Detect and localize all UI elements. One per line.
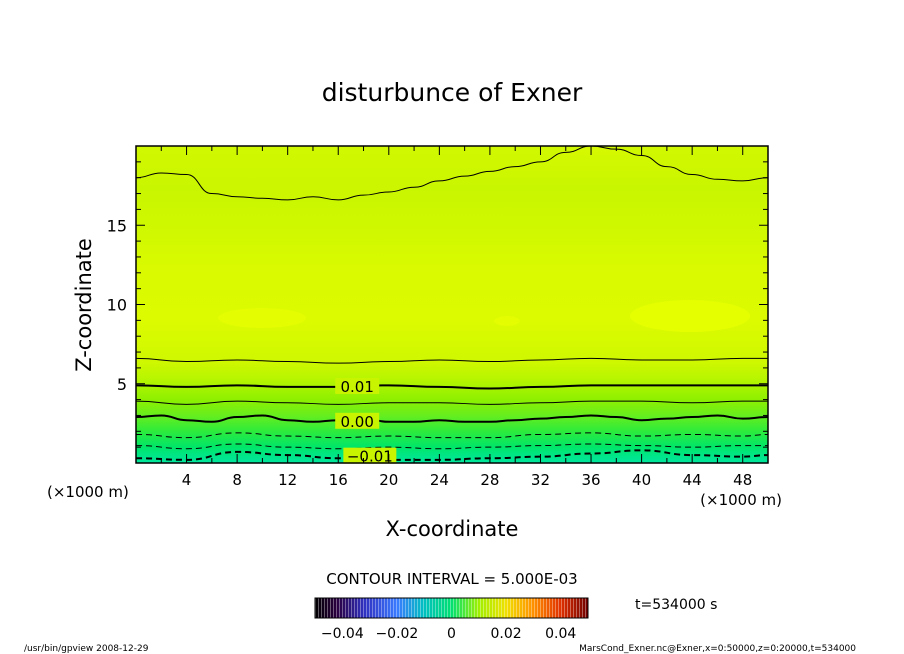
x-tick-label-48: 48 xyxy=(733,471,752,489)
time-label: t=534000 s xyxy=(635,597,717,613)
colorbar-ticks: −0.04 −0.02 0 0.02 0.04 xyxy=(321,626,577,642)
colorbar-tick-label-1: −0.02 xyxy=(375,626,418,642)
x-tick-label-16: 16 xyxy=(329,471,348,489)
x-tick-label-12: 12 xyxy=(278,471,297,489)
x-tick-label-4: 4 xyxy=(182,471,192,489)
y-axis-ticks: 5 10 15 xyxy=(107,161,768,448)
x-unit-right: (×1000 m) xyxy=(700,491,782,509)
colorbar-tick-label-0: −0.04 xyxy=(321,626,364,642)
x-tick-label-20: 20 xyxy=(379,471,398,489)
x-tick-label-32: 32 xyxy=(531,471,550,489)
contour-line-6 xyxy=(136,449,768,461)
y-axis-label: Z-coordinate xyxy=(72,238,96,372)
high-blob-2 xyxy=(494,316,520,326)
colorbar-tick-label-4: 0.04 xyxy=(545,626,576,642)
contour-line-0 xyxy=(136,146,768,201)
contour-line-5 xyxy=(136,432,768,439)
x-tick-label-28: 28 xyxy=(480,471,499,489)
contour-label-2: −0.01 xyxy=(347,448,393,466)
top-region-fill xyxy=(136,146,768,200)
contour-interval-label: CONTOUR INTERVAL = 5.000E-03 xyxy=(326,570,577,588)
contour-labels: 0.01 0.00 −0.01 xyxy=(335,377,397,466)
x-tick-label-44: 44 xyxy=(683,471,702,489)
colorbar-tick-label-2: 0 xyxy=(447,626,456,642)
x-unit-left: (×1000 m) xyxy=(47,483,129,501)
contour-line-2 xyxy=(136,384,768,390)
x-tick-label-8: 8 xyxy=(232,471,242,489)
chart-title: disturbunce of Exner xyxy=(322,78,583,107)
high-blob-3 xyxy=(630,300,750,332)
contour-line-1 xyxy=(136,357,768,364)
colorbar: −0.04 −0.02 0 0.02 0.04 xyxy=(314,597,589,642)
y-tick-label-10: 10 xyxy=(107,296,127,315)
colorbar-stripes xyxy=(315,598,588,618)
contour-label-bg-1 xyxy=(335,412,380,429)
contour-label-bg-2 xyxy=(343,447,397,464)
footer-right: MarsCond_Exner.nc@Exner,x=0:50000,z=0:20… xyxy=(579,644,856,654)
footer-left: /usr/bin/gpview 2008-12-29 xyxy=(24,644,149,654)
y-tick-label-15: 15 xyxy=(107,216,127,235)
x-axis-ticks: 4 8 12 16 20 24 28 32 36 40 44 48 xyxy=(160,146,769,489)
contour-label-1: 0.00 xyxy=(340,413,373,431)
contour-label-0: 0.01 xyxy=(340,378,373,396)
plot-area: 0.010.00−0.01 4 8 12 16 20 24 28 32 36 40 44 48 510… xyxy=(107,145,769,489)
x-tick-label-40: 40 xyxy=(632,471,651,489)
contour-line-7 xyxy=(136,443,768,450)
y-tick-label-5: 5 xyxy=(117,375,127,394)
x-tick-label-36: 36 xyxy=(581,471,600,489)
x-tick-label-24: 24 xyxy=(430,471,449,489)
contour-lines xyxy=(136,146,768,461)
contour-line-3 xyxy=(136,400,768,405)
colorbar-tick-label-3: 0.02 xyxy=(491,626,522,642)
contour-label-bg-0 xyxy=(335,377,380,394)
x-axis-label: X-coordinate xyxy=(386,517,519,541)
contour-line-4 xyxy=(136,414,768,423)
colorbar-frame xyxy=(314,597,589,619)
high-blob-1 xyxy=(218,308,306,328)
